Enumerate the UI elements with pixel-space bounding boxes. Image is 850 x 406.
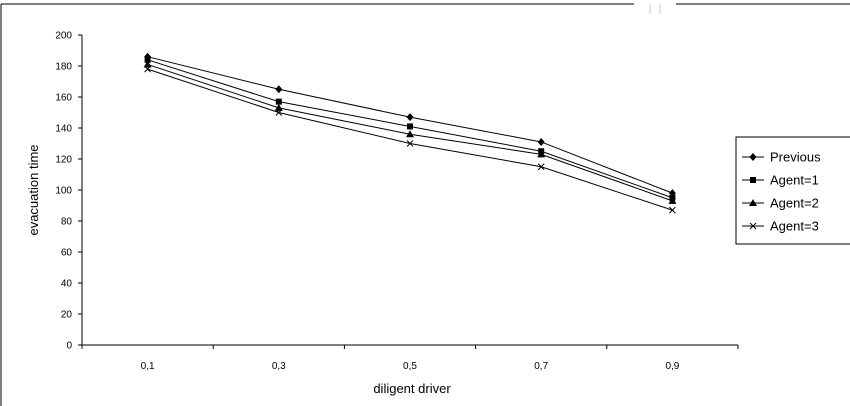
data-point-previous: [406, 113, 414, 122]
data-point-agent-2: [274, 103, 283, 111]
x-tick-label: 0,9: [665, 361, 679, 372]
data-point-agent-1: [144, 56, 151, 63]
data-point-agent-3: [537, 163, 545, 171]
data-point-agent-2: [143, 60, 152, 68]
data-point-agent-2: [668, 196, 677, 204]
data-point-agent-3-stroke: [275, 109, 283, 116]
x-axis-title: diligent driver: [373, 381, 451, 396]
legend-marker-agent-1: [750, 177, 756, 183]
data-point-agent-1: [275, 98, 282, 105]
data-point-agent-2: [406, 130, 414, 138]
x-tick-label: 0,7: [534, 361, 548, 372]
legend-marker-agent-3: [749, 222, 757, 230]
plot-area: 0 20 40 60 80 100 120 140 160 180 200 0,1 0,3 0,5 0,7 0…: [55, 31, 739, 372]
data-point-agent-1: [407, 123, 413, 130]
x-tick-label: 0,5: [403, 361, 417, 372]
data-point-agent-3-stroke: [144, 65, 151, 73]
y-tick-label: 140: [55, 124, 72, 135]
y-tick-label: 200: [55, 31, 72, 42]
legend-marker-agent-2: [749, 199, 757, 206]
y-tick-label: 60: [61, 248, 73, 259]
y-axis-title: evacuation time: [26, 144, 41, 235]
data-point-agent-3: [144, 65, 151, 73]
y-tick-label: 20: [61, 310, 73, 321]
y-tick-label: 180: [55, 62, 72, 73]
y-tick-label: 100: [55, 186, 72, 197]
data-point-agent-3: [406, 140, 414, 147]
data-point-previous: [537, 137, 545, 146]
x-tick-label: 0,3: [272, 361, 286, 372]
legend-label-agent-1: Agent=1: [770, 173, 819, 188]
x-tick-label: 0,1: [141, 361, 155, 372]
data-point-agent-3-stroke: [537, 163, 545, 171]
data-point-agent-3-stroke: [406, 140, 414, 147]
legend-label-previous: Previous: [770, 150, 821, 165]
y-tick-label: 80: [61, 217, 73, 228]
legend-marker-agent-3-stroke: [749, 222, 757, 230]
y-tick-label: 0: [66, 341, 72, 352]
data-point-agent-2: [537, 150, 546, 158]
data-point-agent-3: [275, 109, 283, 116]
legend-label-agent-2: Agent=2: [770, 196, 819, 211]
data-point-agent-3-stroke: [669, 206, 676, 214]
data-point-previous: [275, 85, 283, 94]
y-tick-label: 40: [61, 279, 73, 290]
legend: Previous Agent=1 Agent=2 Agent=3: [735, 136, 850, 245]
legend-marker-previous: [749, 153, 757, 161]
legend-label-agent-3: Agent=3: [770, 219, 819, 234]
y-tick-label: 160: [55, 93, 72, 104]
y-tick-label: 120: [55, 155, 72, 166]
data-point-agent-3: [669, 206, 676, 214]
